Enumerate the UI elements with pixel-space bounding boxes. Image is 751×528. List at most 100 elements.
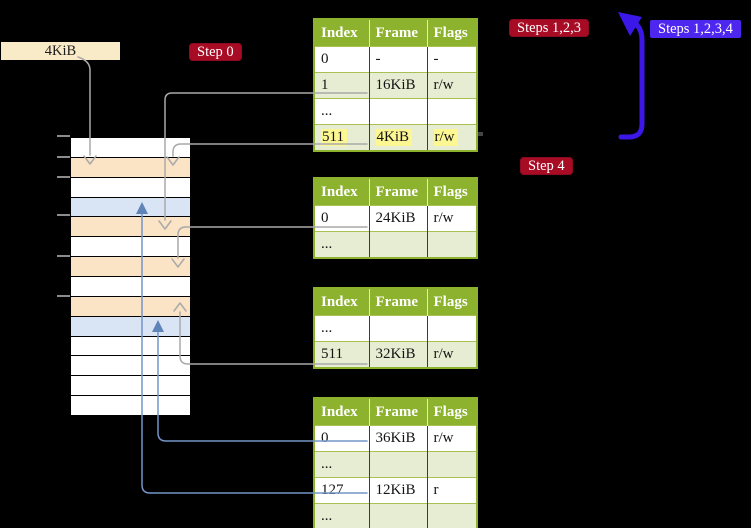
page-table-4-grid: Index Frame Flags 0 36KiB r/w... 127 12KiB r... <box>313 397 478 528</box>
table-row: 511 4KiB r/w <box>314 124 477 151</box>
page-table-3: Index Frame Flags... 511 32KiB r/w <box>313 287 478 369</box>
memory-frame-row <box>71 316 190 337</box>
table-cell: r/w <box>427 205 477 232</box>
table-row: 0 24KiB r/w <box>314 205 477 232</box>
table-cell: r <box>427 477 477 504</box>
table-cell <box>369 503 428 528</box>
highlighted-value: 511 <box>321 129 347 146</box>
table-cell: 36KiB <box>369 425 428 452</box>
page-table-1: Index Frame Flags 0- -1 16KiB r/w... 511 4KiB r/w <box>313 18 478 152</box>
memory-frame-row <box>71 157 190 178</box>
memory-tick <box>57 156 70 158</box>
table-cell: 4KiB <box>369 124 428 151</box>
table-cell <box>369 231 428 258</box>
table-cell <box>427 231 477 258</box>
memory-frame-row <box>71 237 190 258</box>
table-cell: ... <box>314 315 370 342</box>
table-header-cell: Flags <box>427 288 477 316</box>
steps-flow-arrow <box>618 20 645 140</box>
table-row: 511 32KiB r/w <box>314 341 477 368</box>
memory-frame-row <box>71 296 190 317</box>
table-cell: - <box>369 46 428 73</box>
table-cell: r/w <box>427 72 477 99</box>
table-row: 127 12KiB r <box>314 477 477 504</box>
table-cell <box>427 451 477 478</box>
table-row: ... <box>314 315 477 342</box>
table-header-cell: Frame <box>369 398 428 426</box>
table-cell: 16KiB <box>369 72 428 99</box>
table-cell <box>369 315 428 342</box>
table-cell: 1 <box>314 72 370 99</box>
table-cell: ... <box>314 231 370 258</box>
memory-frame-row <box>71 177 190 198</box>
table-cell: ... <box>314 98 370 125</box>
table-header-cell: Index <box>314 288 370 316</box>
page-table-1-grid: Index Frame Flags 0- -1 16KiB r/w... 511 4KiB r/w <box>313 18 478 152</box>
highlighted-value: 4KiB <box>375 129 413 146</box>
memory-frame-row <box>71 277 190 297</box>
steps1234-label: Steps 1,2,3,4 <box>650 20 741 38</box>
frame-size-box: 4KiB <box>1 42 120 60</box>
table-header-cell: Flags <box>427 398 477 426</box>
step0-label: Step 0 <box>189 43 242 61</box>
table-cell <box>369 98 428 125</box>
memory-tick <box>57 176 70 178</box>
table-cell <box>427 98 477 125</box>
steps123-label: Steps 1,2,3 <box>509 19 590 37</box>
table-header-cell: Index <box>314 398 370 426</box>
table-cell: ... <box>314 503 370 528</box>
table-header-cell: Index <box>314 19 370 47</box>
table-cell: 32KiB <box>369 341 428 368</box>
table-row: ... <box>314 98 477 125</box>
page-table-4: Index Frame Flags 0 36KiB r/w... 127 12KiB r... <box>313 397 478 528</box>
table-cell <box>369 451 428 478</box>
memory-frame-row <box>71 396 190 416</box>
memory-frame-row <box>71 197 190 218</box>
table-cell: - <box>427 46 477 73</box>
table-header-cell: Flags <box>427 178 477 206</box>
table-row: 0 36KiB r/w <box>314 425 477 452</box>
memory-frame-row <box>71 336 190 357</box>
memory-tick <box>57 214 70 216</box>
memory-frame-row <box>71 356 190 377</box>
table-row: ... <box>314 231 477 258</box>
memory-tick <box>57 255 70 257</box>
table-cell: r/w <box>427 124 477 151</box>
table-cell: 0 <box>314 46 370 73</box>
table-cell: 24KiB <box>369 205 428 232</box>
table-cell: 12KiB <box>369 477 428 504</box>
table-header-cell: Index <box>314 178 370 206</box>
table-cell: 0 <box>314 205 370 232</box>
memory-frame-row <box>71 217 190 238</box>
highlighted-value: r/w <box>433 129 458 146</box>
step4-label: Step 4 <box>520 157 573 175</box>
table-cell <box>427 503 477 528</box>
table-cell: ... <box>314 451 370 478</box>
table-cell <box>427 315 477 342</box>
table-cell: 511 <box>314 124 370 151</box>
table-header-cell: Frame <box>369 288 428 316</box>
table-cell: r/w <box>427 425 477 452</box>
memory-frame-row <box>71 257 190 278</box>
table-row: 0-- <box>314 46 477 73</box>
table-header-cell: Frame <box>369 178 428 206</box>
table-header-cell: Flags <box>427 19 477 47</box>
arrow-up-left-icon <box>618 12 642 36</box>
memory-frame-row <box>71 138 190 158</box>
table-row: ... <box>314 503 477 528</box>
table-cell: 511 <box>314 341 370 368</box>
page-table-2-grid: Index Frame Flags 0 24KiB r/w... <box>313 177 478 259</box>
table-header-cell: Frame <box>369 19 428 47</box>
connector-stub <box>478 132 483 136</box>
page-table-3-grid: Index Frame Flags... 511 32KiB r/w <box>313 287 478 369</box>
table-cell: 0 <box>314 425 370 452</box>
table-cell: r/w <box>427 341 477 368</box>
page-table-2: Index Frame Flags 0 24KiB r/w... <box>313 177 478 259</box>
physical-memory-column <box>71 138 190 416</box>
memory-tick <box>57 135 70 137</box>
memory-tick <box>57 295 70 297</box>
memory-frame-row <box>71 376 190 397</box>
table-row: 1 16KiB r/w <box>314 72 477 99</box>
table-cell: 127 <box>314 477 370 504</box>
